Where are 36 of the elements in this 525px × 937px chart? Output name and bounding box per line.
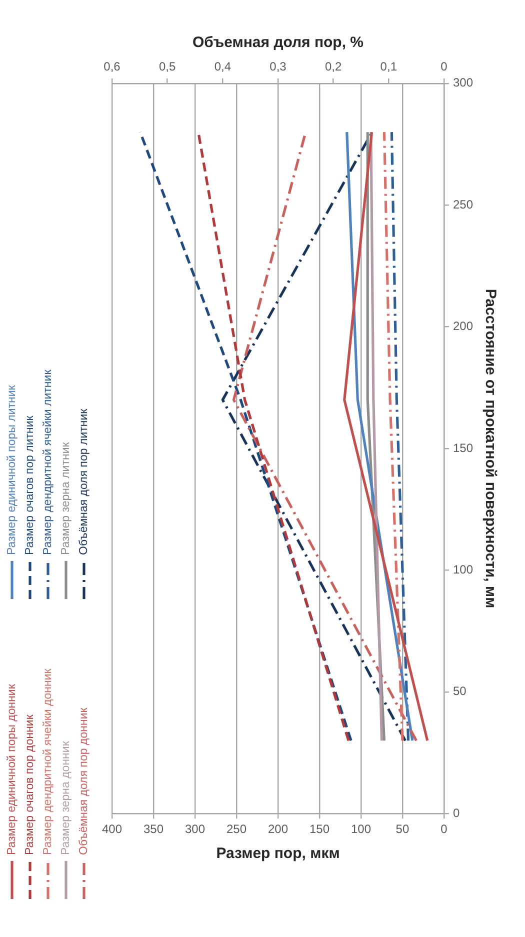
text: Объёмная доля пор донник [78,708,90,855]
x-tick-label: 100 [350,822,372,836]
x-tick-label: 200 [268,822,288,836]
x2-tick-label: 0,2 [324,60,342,74]
y-tick-label: 300 [452,76,474,90]
x-tick-label: 250 [226,822,247,836]
text: Объёмная доля пор литник [78,408,90,555]
x-tick-label: 350 [143,822,164,836]
text: Размер дендритной ячейки донник [42,668,54,855]
x-axis-title: Размер пор, мкм [216,845,340,862]
x2-tick-label: 0,3 [270,60,287,74]
x2-tick-label: 0,6 [104,60,121,74]
y-tick-label: 100 [452,562,474,577]
x2-tick-label: 0,1 [380,60,398,74]
x-tick-label: 300 [184,822,206,836]
y-tick-label: 50 [452,684,467,698]
y-tick-label: 150 [452,440,474,455]
x-tick-label: 400 [102,822,122,836]
x-tick-label: 150 [309,822,330,836]
text: Размер зерна литник [60,442,72,555]
y-tick-label: 0 [452,806,460,820]
x-tick-label: 0 [440,822,448,836]
text: Размер зерна донник [60,741,72,855]
text: Размер единичной поры донник [6,684,18,855]
text: Размер очагов пор донник [24,714,36,855]
y-tick-label: 250 [452,197,474,212]
x2-tick-label: 0,5 [158,60,176,74]
x2-axis-title: Объемная доля пор, % [192,34,364,52]
text: Размер единичной поры литник [6,385,18,555]
text: Размер очагов пор литник [24,416,36,555]
x2-tick-label: 0 [440,60,448,74]
x-tick-label: 50 [396,822,410,836]
y-axis-title: Расстояние от прокатной поверхности, мм [482,288,499,608]
y-tick-label: 200 [452,319,474,334]
text: Размер дендритной ячейки литник [42,370,54,555]
x2-tick-label: 0,4 [214,60,232,74]
